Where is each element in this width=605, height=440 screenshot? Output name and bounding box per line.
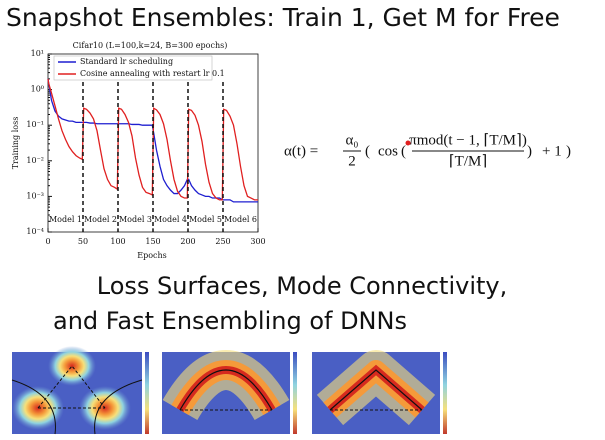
x-tick-label: 200 bbox=[180, 237, 195, 246]
y-tick-label: 10¹ bbox=[31, 49, 44, 58]
formula-part: ( bbox=[365, 143, 370, 159]
x-tick-label: 250 bbox=[215, 237, 230, 246]
subtitle-line: Loss Surfaces, Mode Connectivity, bbox=[97, 272, 508, 300]
formula-part: α₀ bbox=[345, 132, 358, 148]
legend-box bbox=[53, 55, 213, 81]
y-tick-label: 10⁻³ bbox=[26, 191, 44, 200]
formula: α(t) = α₀ 2 ( cos ( πmod(t − 1, ⌈T/M⌉) ⌈… bbox=[284, 132, 571, 169]
y-tick-label: 10⁻⁴ bbox=[26, 227, 44, 236]
y-tick-label: 10⁻¹ bbox=[26, 120, 44, 129]
loss-surface-2 bbox=[162, 350, 297, 434]
slide-title: Snapshot Ensembles: Train 1, Get M for F… bbox=[6, 3, 560, 32]
model-label: Model 1 bbox=[49, 215, 82, 224]
pointer-dot bbox=[405, 140, 411, 146]
formula-part: ( bbox=[401, 143, 406, 159]
model-label: Model 3 bbox=[119, 215, 152, 224]
loss-surface-1 bbox=[11, 346, 149, 435]
formula-part: ) bbox=[527, 143, 532, 159]
formula-part: ) bbox=[566, 143, 571, 159]
formula-part: 2 bbox=[348, 153, 356, 169]
chart-title: Cifar10 (L=100,k=24, B=300 epochs) bbox=[73, 41, 228, 50]
legend-label: Standard lr scheduling bbox=[80, 57, 173, 66]
model-label: Model 2 bbox=[84, 215, 117, 224]
x-tick-label: 100 bbox=[110, 237, 125, 246]
model-label: Model 4 bbox=[154, 215, 187, 224]
subtitle-line: and Fast Ensembling of DNNs bbox=[53, 307, 407, 335]
model-label: Model 5 bbox=[189, 215, 222, 224]
x-tick-label: 300 bbox=[250, 237, 265, 246]
y-tick-label: 10⁻² bbox=[26, 156, 44, 165]
x-tick-label: 150 bbox=[145, 237, 160, 246]
x-axis-label: Epochs bbox=[137, 251, 167, 260]
formula-part: + 1 bbox=[542, 143, 562, 159]
formula-part: cos bbox=[378, 143, 398, 159]
model-label: Model 6 bbox=[224, 215, 257, 224]
formula-part: ⌈T/M⌉ bbox=[449, 153, 487, 169]
y-axis-label: Training loss bbox=[11, 117, 20, 170]
y-tick-label: 10⁰ bbox=[31, 85, 44, 94]
legend-label: Cosine annealing with restart lr 0.1 bbox=[80, 69, 225, 78]
formula-part: πmod(t − 1, ⌈T/M⌉) bbox=[409, 132, 527, 148]
x-tick-label: 50 bbox=[78, 237, 88, 246]
loss-surface-3 bbox=[312, 350, 447, 434]
x-tick-label: 0 bbox=[45, 237, 50, 246]
formula-part: α(t) = bbox=[284, 143, 318, 159]
